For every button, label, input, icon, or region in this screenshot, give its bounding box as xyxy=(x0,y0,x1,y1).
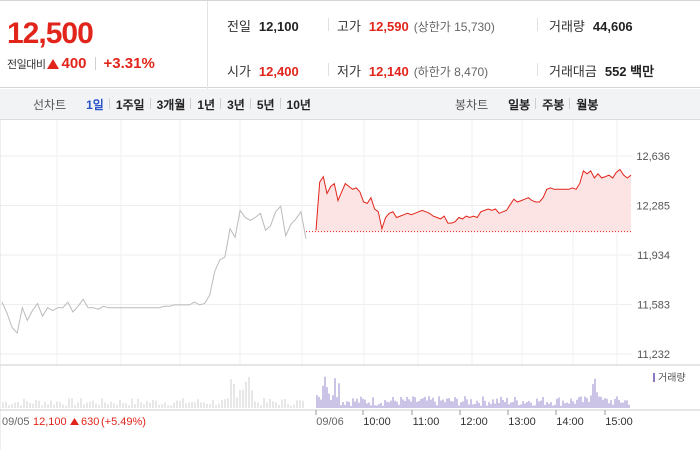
candle-chart-label: 봉차트 xyxy=(455,98,489,112)
x-tick-label: 10:00 xyxy=(363,416,391,428)
change-row: 전일대비 400 +3.31% xyxy=(7,55,155,72)
stat-value: 552 백만 xyxy=(604,64,655,79)
stat-value: 12,400 xyxy=(258,64,299,79)
tab-monthly-candle[interactable]: 월봉 xyxy=(569,96,604,113)
tab-weekly-candle[interactable]: 주봉 xyxy=(535,96,570,113)
stat-prev-close: 전일 12,100 xyxy=(227,16,299,35)
y-tick-label: 11,934 xyxy=(637,250,670,262)
x-tick-label: 11:00 xyxy=(413,416,440,428)
divider xyxy=(328,18,329,31)
change-amount-value: 400 xyxy=(61,55,87,72)
y-tick-label: 11,232 xyxy=(637,349,670,361)
divider xyxy=(94,57,96,70)
line-chart-label: 선차트 xyxy=(33,98,67,112)
tab-10y[interactable]: 10년 xyxy=(279,96,317,113)
tab-daily-candle[interactable]: 일봉 xyxy=(508,98,531,112)
stat-amount: 거래대금 552 백만 xyxy=(549,61,654,80)
tab-1d[interactable]: 1일 xyxy=(86,98,104,112)
prev-day-series xyxy=(1,205,307,335)
up-triangle-icon xyxy=(47,58,60,69)
divider xyxy=(328,63,329,76)
divider xyxy=(537,18,538,31)
today-series xyxy=(315,168,632,231)
stat-label: 거래대금 xyxy=(549,64,597,79)
stat-volume: 거래량 44,606 xyxy=(549,16,633,35)
x-tick-label: 09/06 xyxy=(316,416,344,428)
stat-high: 고가 12,590 (상한가 15,730) xyxy=(337,16,495,35)
prev-day-pct: (+5.49%) xyxy=(101,416,146,428)
change-amount: 400 xyxy=(47,55,87,72)
stat-label: 고가 xyxy=(337,19,361,34)
stat-value: 12,140 xyxy=(368,64,409,79)
y-tick-label: 11,583 xyxy=(637,300,670,312)
today-line xyxy=(315,168,632,231)
price-box: 12,500 전일대비 400 +3.31% xyxy=(0,1,208,89)
chart-tab-bar: 선차트 1일 1주일 3개월 1년 3년 5년 10년 봉차트 일봉 주봉 월봉 xyxy=(0,89,700,120)
stat-label: 거래량 xyxy=(549,19,585,34)
stat-label: 전일 xyxy=(227,19,251,34)
stat-label: 시가 xyxy=(227,64,251,79)
change-label: 전일대비 xyxy=(7,58,46,71)
volume-bars xyxy=(2,376,630,408)
stat-label: 저가 xyxy=(337,64,361,79)
prev-day-line xyxy=(1,205,307,335)
upper-limit: (상한가 15,730) xyxy=(413,20,495,34)
prev-day-info: 09/05 12,100 630 (+5.49%) xyxy=(2,416,146,428)
x-axis: 09/06 10:00 11:00 12:00 13:00 14:00 15:00 xyxy=(315,410,633,428)
prev-day-close: 12,100 xyxy=(33,416,67,428)
y-axis: 12,636 12,285 11,934 11,583 11,232 xyxy=(636,151,670,361)
x-tick-label: 12:00 xyxy=(460,416,488,428)
tab-3y[interactable]: 3년 xyxy=(220,96,251,113)
candle-chart-tabs: 봉차트 일봉 주봉 월봉 xyxy=(455,89,604,120)
line-chart-tabs: 선차트 1일 1주일 3개월 1년 3년 5년 10년 xyxy=(33,89,317,120)
tab-1y[interactable]: 1년 xyxy=(190,96,221,113)
lower-limit: (하한가 8,470) xyxy=(413,65,489,79)
change-percent: +3.31% xyxy=(103,55,155,72)
tab-5y[interactable]: 5년 xyxy=(249,96,281,113)
current-price: 12,500 xyxy=(7,17,94,50)
stat-open: 시가 12,400 xyxy=(227,61,299,80)
quote-summary: 12,500 전일대비 400 +3.31% 전일 12,100 고가 12,5… xyxy=(0,0,700,89)
stat-value: 12,590 xyxy=(368,19,409,34)
x-tick-label: 15:00 xyxy=(605,416,633,428)
stat-value: 12,100 xyxy=(258,19,299,34)
chart-grid xyxy=(0,120,700,450)
today-area xyxy=(316,169,631,232)
stat-value: 44,606 xyxy=(592,19,633,34)
tab-3m[interactable]: 3개월 xyxy=(149,96,192,113)
up-triangle-icon xyxy=(70,418,79,425)
divider xyxy=(537,63,538,76)
volume-legend-swatch xyxy=(653,373,655,382)
prev-day-date: 09/05 xyxy=(2,416,30,428)
tab-1w[interactable]: 1주일 xyxy=(108,96,151,113)
today-area-fill xyxy=(316,169,631,232)
stat-low: 저가 12,140 (하한가 8,470) xyxy=(337,61,488,80)
volume-legend: 거래량 xyxy=(653,372,686,384)
x-tick-label: 14:00 xyxy=(556,416,584,428)
x-tick-label: 13:00 xyxy=(508,416,536,428)
intraday-price-chart: 12,636 12,285 11,934 11,583 11,232 09/06 10:0… xyxy=(0,120,700,450)
volume-legend-label: 거래량 xyxy=(658,372,686,384)
y-tick-label: 12,636 xyxy=(636,151,670,163)
prev-day-change: 630 xyxy=(81,416,99,428)
y-tick-label: 12,285 xyxy=(636,201,670,213)
